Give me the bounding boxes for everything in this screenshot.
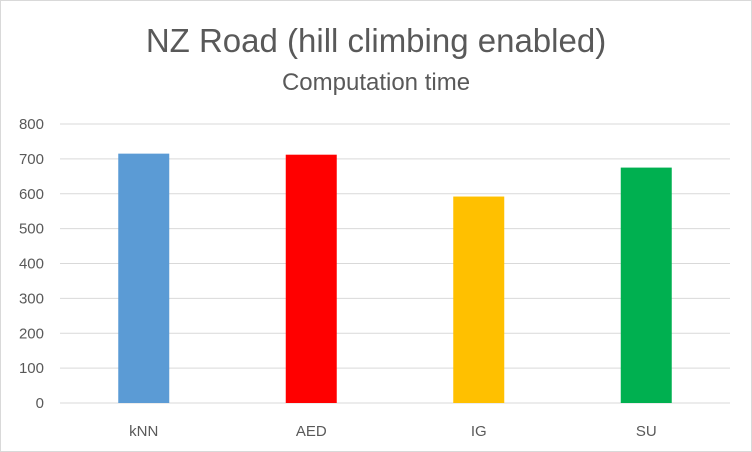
bar-su bbox=[620, 167, 672, 403]
y-tick-label: 500 bbox=[19, 221, 44, 238]
y-tick-label: 100 bbox=[19, 360, 44, 377]
x-tick-label: AED bbox=[296, 423, 327, 440]
bar-aed bbox=[285, 154, 337, 403]
y-tick-label: 700 bbox=[19, 151, 44, 168]
y-tick-label: 0 bbox=[36, 395, 44, 412]
bars bbox=[118, 153, 672, 403]
y-axis-tick-labels: 0 100 200 300 400 500 600 700 800 bbox=[19, 116, 44, 412]
y-tick-label: 800 bbox=[19, 116, 44, 133]
bar-knn bbox=[118, 153, 170, 403]
x-tick-label: IG bbox=[471, 423, 487, 440]
y-tick-label: 600 bbox=[19, 186, 44, 203]
y-tick-label: 200 bbox=[19, 325, 44, 342]
chart-title: NZ Road (hill climbing enabled) bbox=[145, 22, 607, 59]
y-tick-label: 300 bbox=[19, 290, 44, 307]
gridlines bbox=[60, 123, 730, 404]
chart-subtitle: Computation time bbox=[281, 69, 471, 96]
bar-ig bbox=[453, 196, 505, 403]
x-axis-tick-labels: kNN AED IG SU bbox=[129, 423, 657, 440]
x-tick-label: SU bbox=[636, 423, 657, 440]
x-tick-label: kNN bbox=[129, 423, 158, 440]
y-tick-label: 400 bbox=[19, 256, 44, 273]
